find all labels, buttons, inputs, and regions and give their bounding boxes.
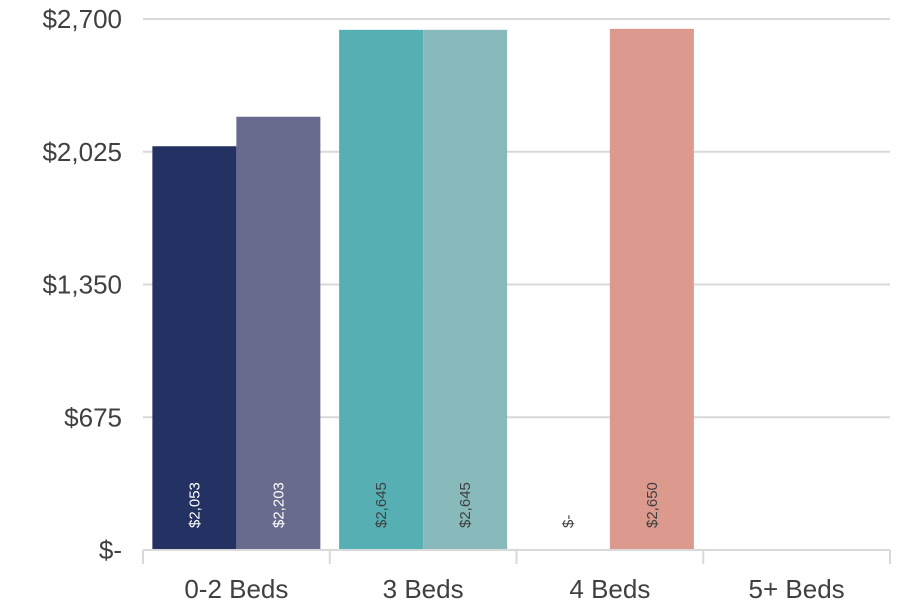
bars <box>152 28 694 551</box>
data-labels: $2,053 $2,203 $2,645 $2,645 $- $2,650 <box>186 482 661 528</box>
y-tick-label: $2,025 <box>42 137 122 167</box>
data-label: $2,203 <box>270 482 287 528</box>
data-label: $2,645 <box>457 482 474 528</box>
x-tick-labels: 0-2 Beds 3 Beds 4 Beds 5+ Beds <box>184 574 844 604</box>
bar <box>423 29 508 551</box>
data-label: $2,650 <box>644 482 661 528</box>
bar <box>609 28 694 551</box>
data-label: $2,645 <box>373 482 390 528</box>
y-tick-label: $675 <box>64 402 122 432</box>
y-tick-labels: $- $675 $1,350 $2,025 $2,700 <box>42 4 122 565</box>
y-tick-label: $2,700 <box>42 4 122 34</box>
bar <box>152 146 237 550</box>
bar <box>339 29 424 551</box>
y-tick-label: $1,350 <box>42 270 122 300</box>
x-tick-label: 3 Beds <box>383 574 464 604</box>
x-tick-label: 5+ Beds <box>749 574 845 604</box>
data-label: $- <box>560 515 577 528</box>
x-axis <box>142 549 891 564</box>
x-tick-label: 0-2 Beds <box>184 574 288 604</box>
data-label: $2,053 <box>186 482 203 528</box>
y-tick-label: $- <box>99 535 122 565</box>
bar <box>236 116 321 550</box>
x-tick-label: 4 Beds <box>569 574 650 604</box>
